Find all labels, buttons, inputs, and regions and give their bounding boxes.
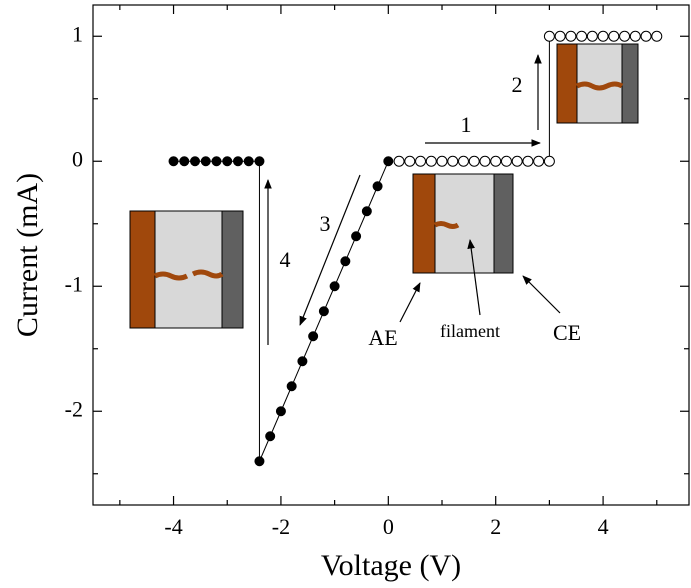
data-point — [629, 30, 641, 42]
data-point — [651, 30, 663, 42]
data-point — [190, 156, 201, 167]
annotation: filament — [440, 321, 500, 341]
data-point — [586, 30, 598, 42]
data-point — [457, 155, 469, 167]
data-point — [393, 155, 405, 167]
data-point — [308, 331, 319, 342]
data-point — [404, 155, 416, 167]
data-point — [179, 156, 190, 167]
data-point — [479, 155, 491, 167]
data-point — [243, 156, 254, 167]
annotation: 3 — [320, 211, 331, 236]
x-tick-label: -2 — [272, 514, 290, 539]
data-point — [254, 456, 265, 467]
x-tick-label: 0 — [383, 514, 394, 539]
data-point — [608, 30, 620, 42]
data-point — [436, 155, 448, 167]
annotation: CE — [553, 320, 581, 345]
data-point — [468, 155, 480, 167]
data-point — [500, 155, 512, 167]
y-tick-label: -1 — [65, 271, 83, 296]
data-point — [543, 30, 555, 42]
annotation: 4 — [280, 247, 291, 272]
data-point — [232, 156, 243, 167]
y-axis-title: Current (mA) — [11, 173, 44, 337]
data-point — [265, 431, 276, 442]
annotation: AE — [368, 325, 397, 350]
data-point — [640, 30, 652, 42]
data-point — [329, 281, 340, 292]
y-tick-label: 0 — [72, 146, 83, 171]
data-point — [619, 30, 631, 42]
data-point — [361, 206, 372, 217]
data-point — [254, 156, 265, 167]
data-point — [490, 155, 502, 167]
data-point — [286, 381, 297, 392]
data-point — [200, 156, 211, 167]
data-point — [372, 181, 383, 192]
data-point — [522, 155, 534, 167]
data-point — [275, 406, 286, 417]
y-tick-label: -2 — [65, 396, 83, 421]
insets — [129, 43, 639, 329]
data-point — [511, 155, 523, 167]
data-point — [554, 30, 566, 42]
annotation: 1 — [461, 112, 472, 137]
data-point — [297, 356, 308, 367]
data-point — [222, 156, 233, 167]
data-point — [211, 156, 222, 167]
series-line — [173, 160, 389, 462]
arrows — [264, 54, 561, 345]
data-point — [425, 155, 437, 167]
data-point — [383, 156, 394, 167]
data-point — [340, 256, 351, 267]
plot-frame — [92, 4, 690, 506]
data-point — [318, 306, 329, 317]
data-point — [533, 155, 545, 167]
annotation: 2 — [512, 72, 523, 97]
data-point — [565, 30, 577, 42]
y-tick-label: 1 — [72, 21, 83, 46]
x-tick-label: 4 — [598, 514, 609, 539]
data-point — [576, 30, 588, 42]
data-point — [168, 156, 179, 167]
data-point — [597, 30, 609, 42]
x-axis-title: Voltage (V) — [321, 549, 461, 582]
x-tick-label: -4 — [164, 514, 182, 539]
x-tick-label: 2 — [490, 514, 501, 539]
data-point — [415, 155, 427, 167]
data-point — [543, 155, 555, 167]
data-point — [447, 155, 459, 167]
data-point — [351, 231, 362, 242]
